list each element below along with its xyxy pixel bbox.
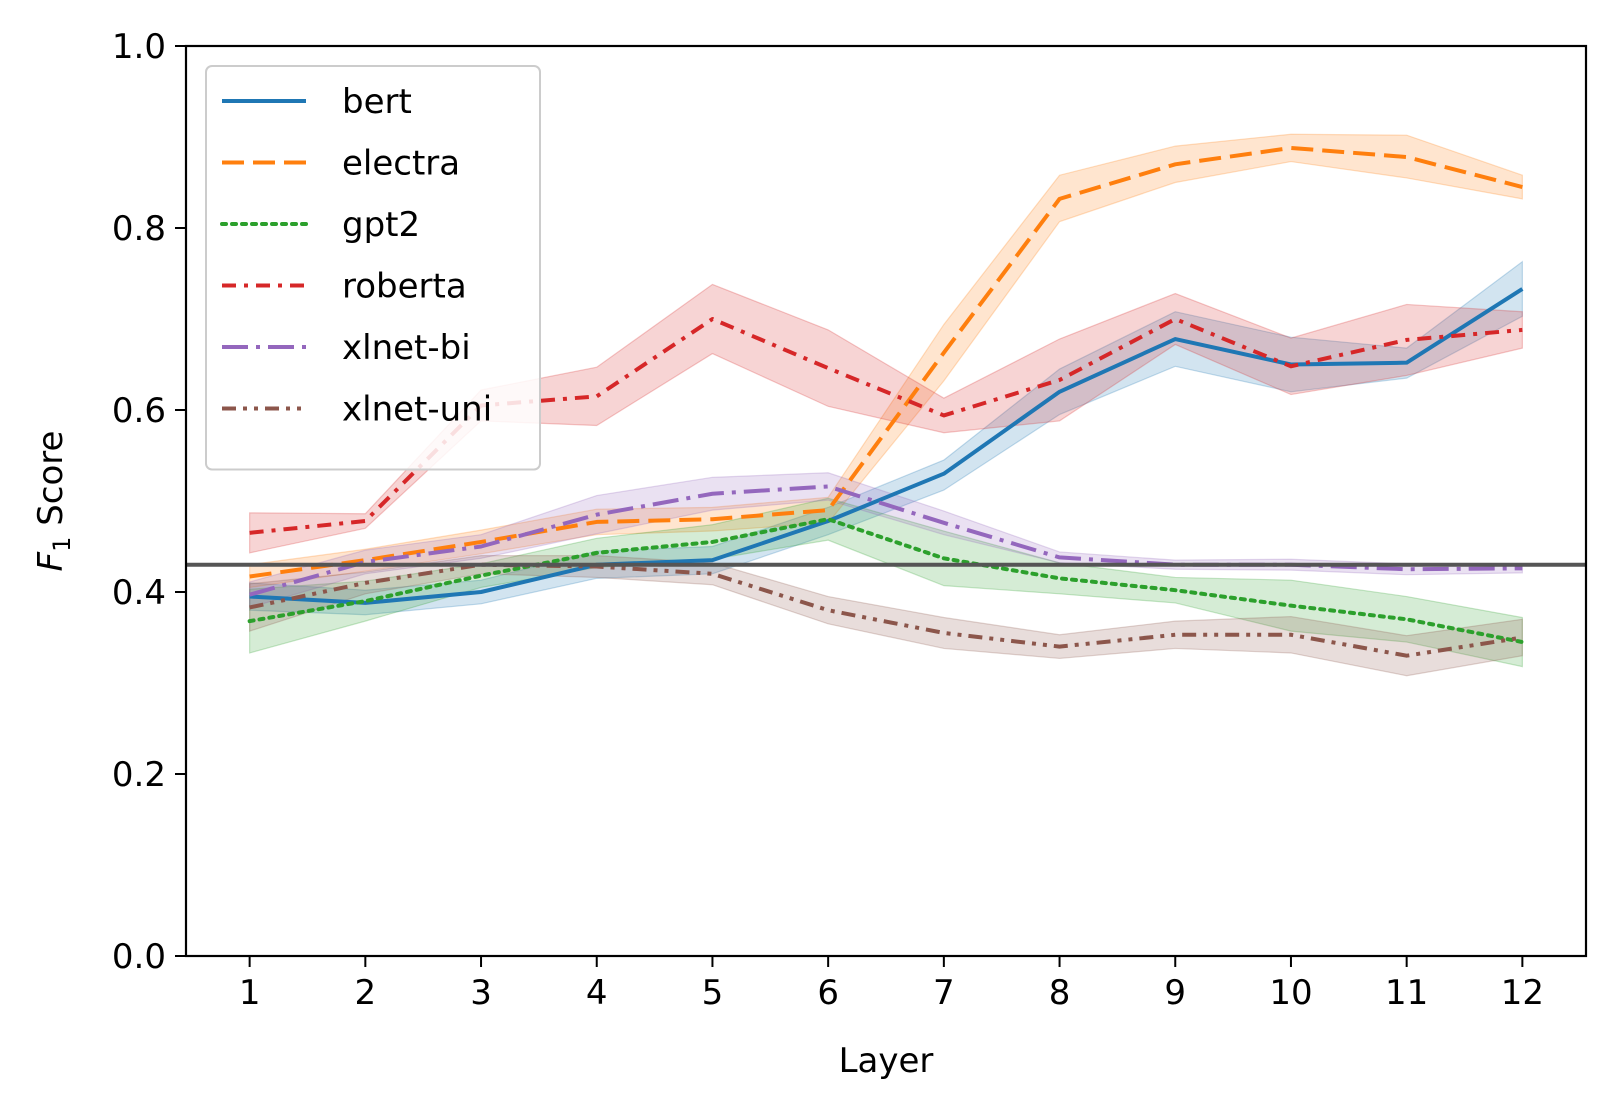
legend-label-xlnet-bi: xlnet-bi	[342, 328, 471, 368]
y-tick-label: 0.2	[112, 755, 166, 795]
y-axis-title-text: Score	[31, 431, 71, 537]
legend-label-roberta: roberta	[342, 267, 467, 307]
y-tick-label: 0.6	[112, 391, 166, 431]
x-tick-label: 10	[1269, 973, 1312, 1013]
y-axis-title: F1 Score	[31, 431, 76, 572]
x-tick-label: 2	[355, 973, 377, 1013]
x-tick-label: 9	[1164, 973, 1186, 1013]
y-tick-label: 0.0	[112, 937, 166, 977]
band-xlnet-bi	[249, 472, 1523, 609]
y-axis-title-symbol: F	[31, 551, 71, 571]
x-tick-label: 4	[586, 973, 608, 1013]
series-line-gpt2	[247, 517, 1525, 645]
x-tick-label: 1	[239, 973, 261, 1013]
y-axis: 0.0 0.2 0.4 0.6 0.8 1.0	[112, 27, 186, 977]
band-electra	[249, 133, 1523, 589]
legend: bert electra gpt2 roberta xlnet-bi xlnet-uni	[205, 65, 541, 471]
x-tick-label: 7	[933, 973, 955, 1013]
legend-label-gpt2: gpt2	[342, 205, 420, 245]
legend-label-bert: bert	[342, 82, 412, 122]
x-tick-label: 3	[470, 973, 492, 1013]
x-tick-label: 8	[1049, 973, 1071, 1013]
y-tick-label: 0.4	[112, 573, 166, 613]
x-axis: 1 2 3 4 5 6 7 8 9 10 11 12	[239, 956, 1544, 1013]
legend-label-electra: electra	[342, 144, 460, 184]
y-tick-label: 1.0	[112, 27, 166, 67]
series-line-roberta	[249, 317, 1523, 535]
y-axis-title-subscript: 1	[48, 537, 76, 552]
legend-label-xlnet-uni: xlnet-uni	[342, 390, 492, 430]
series-line-bert	[249, 287, 1524, 605]
series-line-xlnet-uni	[249, 562, 1523, 658]
x-tick-label: 12	[1501, 973, 1544, 1013]
band-roberta	[249, 283, 1523, 554]
x-axis-title: Layer	[839, 1041, 934, 1081]
x-tick-label: 5	[702, 973, 724, 1013]
series-line-electra	[249, 145, 1523, 579]
x-tick-label: 6	[817, 973, 839, 1013]
plot-frame	[184, 44, 1588, 958]
legend-box	[205, 65, 541, 471]
band-bert	[249, 260, 1523, 616]
x-tick-label: 11	[1385, 973, 1428, 1013]
y-tick-label: 0.8	[112, 209, 166, 249]
